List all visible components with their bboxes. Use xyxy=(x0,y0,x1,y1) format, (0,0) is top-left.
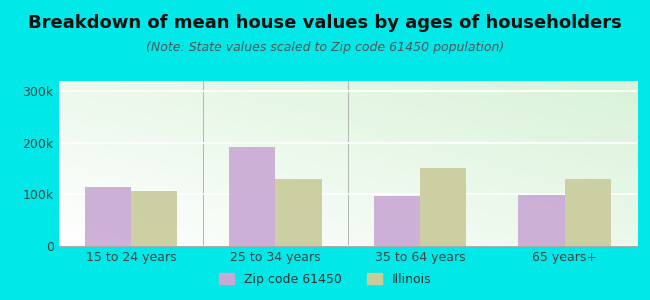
Bar xyxy=(131,191,177,246)
Bar xyxy=(84,187,131,246)
Bar xyxy=(420,168,466,246)
Text: Breakdown of mean house values by ages of householders: Breakdown of mean house values by ages o… xyxy=(28,14,622,32)
Bar xyxy=(374,196,420,246)
Bar xyxy=(276,179,322,246)
Bar xyxy=(229,147,276,246)
Bar xyxy=(565,179,611,246)
Bar xyxy=(519,195,565,246)
Text: (Note: State values scaled to Zip code 61450 population): (Note: State values scaled to Zip code 6… xyxy=(146,40,504,53)
Legend: Zip code 61450, Illinois: Zip code 61450, Illinois xyxy=(214,268,436,291)
